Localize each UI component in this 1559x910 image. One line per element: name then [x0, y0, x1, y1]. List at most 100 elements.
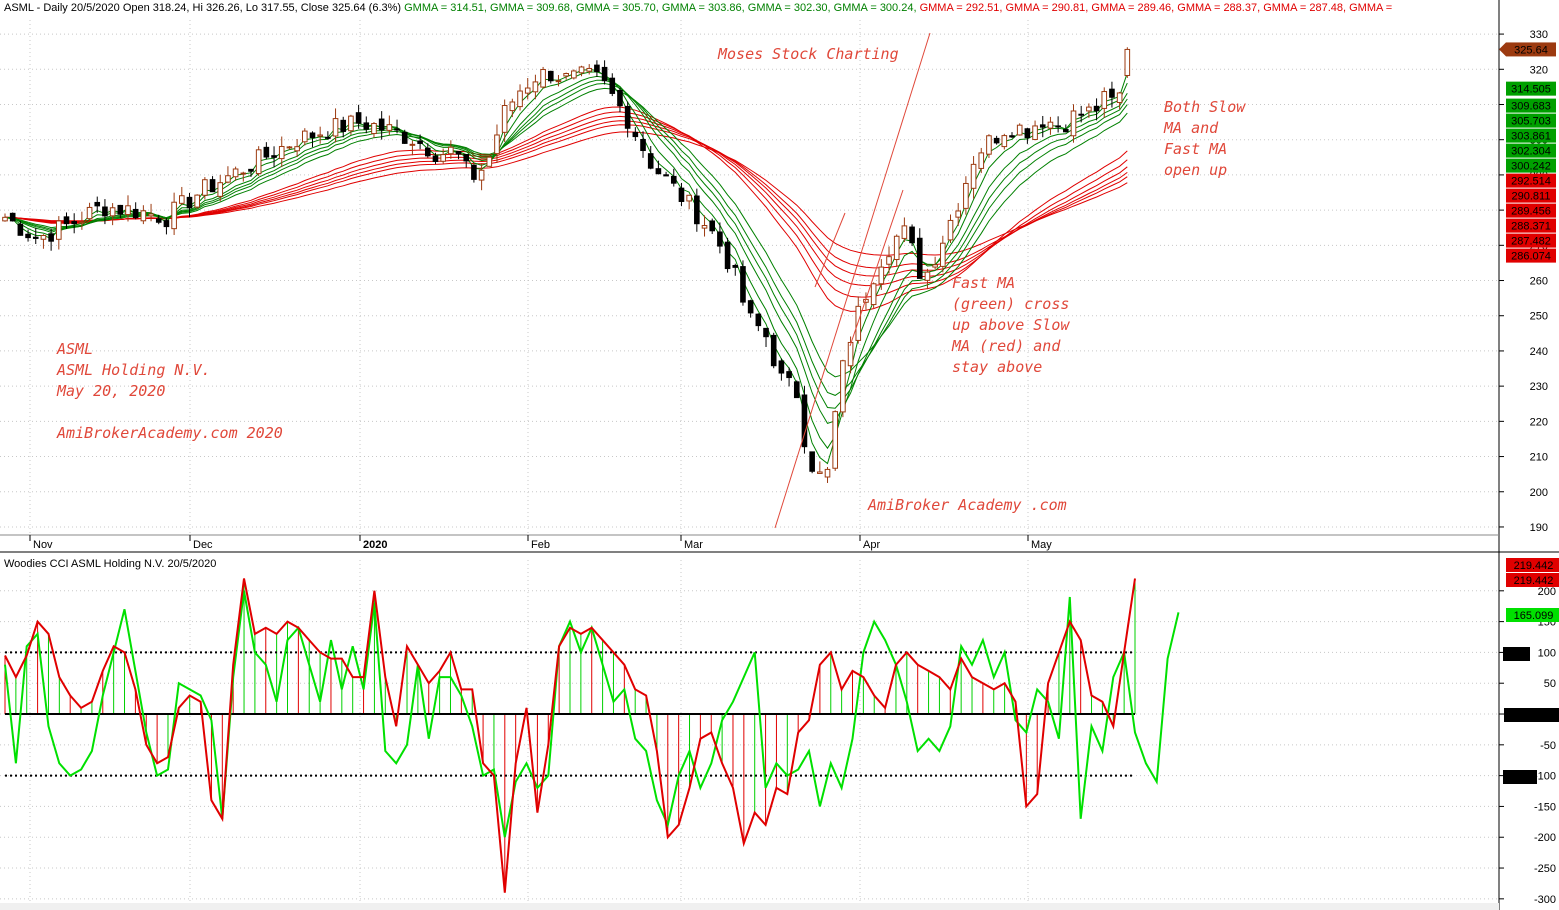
price-badge-label: 289.456	[1511, 206, 1551, 218]
price-value-badges: 325.64 314.505 309.683 305.703 303.861 302.30…	[1499, 42, 1556, 263]
candle-body	[786, 371, 792, 379]
cci-lines	[4, 578, 1180, 893]
candle-body	[978, 152, 985, 169]
price-badge-pointer	[1499, 42, 1506, 57]
candle-body	[624, 105, 631, 129]
candle-body	[901, 225, 908, 239]
fast-ma-line	[4, 87, 1128, 378]
candle-body	[532, 81, 539, 93]
candle-body	[48, 233, 54, 242]
trend-line-secondary	[849, 189, 904, 347]
trend-line-main	[774, 32, 931, 529]
candle-body	[747, 300, 754, 314]
annotation-both-slow: Both Slow MA and Fast MA open up	[1163, 98, 1246, 179]
annotation-asml-line-2: ASML Holding N.V.	[56, 361, 211, 379]
grid	[0, 20, 1499, 905]
candle-body	[640, 138, 646, 152]
annotation-both-slow-line-4: open up	[1164, 161, 1227, 179]
cci-badge-label: 165.099	[1514, 610, 1554, 622]
candle-body	[56, 220, 62, 240]
candle-body	[632, 131, 639, 138]
candle-body	[824, 468, 831, 478]
price-badge	[1506, 143, 1556, 158]
candle-body	[448, 146, 454, 155]
annotation-fast-ma-line-1: Fast MA	[952, 274, 1015, 292]
gmma-header-value: GMMA =	[1346, 2, 1392, 14]
candle-body	[232, 168, 239, 178]
trend-line-short	[814, 212, 846, 288]
price-badge	[1506, 248, 1556, 263]
candle-body	[186, 196, 193, 209]
gmma-header-value: GMMA = 303.86,	[659, 2, 745, 14]
candles	[2, 47, 1131, 483]
candle-body	[878, 266, 885, 285]
candle-body	[155, 218, 162, 223]
candle-body	[555, 80, 562, 83]
candle-body	[171, 201, 177, 230]
price-header-prefix: ASML - Daily 20/5/2020 Open 318.24, Hi 3…	[4, 2, 404, 14]
candle-body	[586, 67, 593, 72]
candle-body	[325, 136, 331, 139]
candle-body	[286, 146, 293, 149]
candle-body	[440, 154, 446, 162]
candle-body	[686, 194, 692, 202]
candle-body	[817, 471, 823, 474]
price-tick-label: 330	[1530, 29, 1548, 41]
fast-ma-line	[4, 79, 1128, 409]
month-label: Feb	[531, 539, 550, 551]
candle-body	[840, 360, 846, 413]
candle-body	[993, 137, 1000, 144]
candle-body	[916, 237, 923, 279]
candle-body	[709, 220, 716, 232]
month-label: 2020	[363, 539, 387, 551]
candle-body	[594, 64, 600, 73]
annotation-both-slow-line-3: Fast MA	[1164, 140, 1227, 158]
candle-body	[102, 206, 108, 217]
price-badge-label: 290.811	[1512, 191, 1551, 203]
cci-badge	[1503, 647, 1530, 661]
candle-body	[540, 69, 546, 88]
candle-body	[240, 172, 247, 175]
annotation-asml-line-1: ASML	[56, 340, 93, 358]
candle-body	[647, 153, 654, 169]
candle-body	[970, 163, 977, 189]
cci-reference-levels	[5, 651, 1135, 777]
price-badge	[1506, 158, 1556, 173]
gmma-header-value: GMMA = 302.30,	[745, 2, 831, 14]
annotation-asml-line-3: May 20, 2020	[56, 382, 165, 400]
candle-body	[663, 174, 669, 177]
candle-body	[432, 155, 439, 163]
candle-body	[940, 242, 946, 267]
candle-body	[924, 271, 931, 281]
candle-body	[893, 235, 900, 261]
candle-body	[763, 327, 769, 338]
gmma-header-value: GMMA = 305.70,	[573, 2, 659, 14]
price-badge	[1506, 42, 1556, 57]
price-badge-label: 300.242	[1511, 161, 1551, 173]
candle-body	[1047, 121, 1054, 129]
candle-body	[401, 131, 408, 144]
gmma-header-value: GMMA = 290.81,	[1002, 2, 1088, 14]
candle-body	[317, 134, 323, 137]
price-badge	[1506, 113, 1556, 128]
gmma-header-value: GMMA = 300.24,	[831, 2, 917, 14]
candle-body	[471, 164, 477, 180]
candle-body	[1101, 91, 1108, 109]
cci-tick-label: 200	[1538, 586, 1556, 598]
cci-tick-label: -250	[1534, 863, 1556, 875]
horizontal-scrollbar[interactable]	[0, 903, 1499, 910]
price-badge-label: 314.505	[1511, 84, 1551, 96]
price-badge-label: 286.074	[1511, 251, 1551, 263]
annotation-both-slow-line-2: MA and	[1163, 119, 1219, 137]
cci-badge	[1506, 608, 1559, 622]
cci-tick-label: 100	[1538, 647, 1556, 659]
candle-body	[194, 194, 200, 208]
candle-body	[955, 210, 962, 218]
cci-tick-label: -50	[1540, 740, 1556, 752]
price-tick-label: 220	[1530, 416, 1548, 428]
candle-body	[986, 135, 992, 155]
candle-body	[225, 175, 231, 183]
candle-body	[294, 146, 300, 152]
